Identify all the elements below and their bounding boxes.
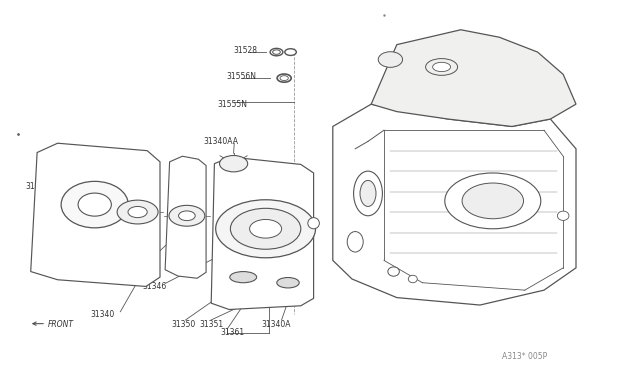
Ellipse shape (557, 211, 569, 220)
Ellipse shape (426, 58, 458, 75)
Circle shape (462, 183, 524, 219)
Ellipse shape (360, 180, 376, 206)
Ellipse shape (433, 62, 451, 71)
Ellipse shape (277, 278, 300, 288)
Ellipse shape (348, 231, 364, 252)
Text: 31350: 31350 (172, 320, 196, 329)
Ellipse shape (230, 272, 257, 283)
Text: 31347: 31347 (122, 254, 146, 263)
Polygon shape (31, 143, 160, 286)
Text: 31351: 31351 (200, 320, 224, 329)
Text: FRONT: FRONT (48, 320, 74, 329)
Text: 31555N: 31555N (218, 100, 248, 109)
Ellipse shape (408, 275, 417, 283)
Ellipse shape (280, 76, 289, 80)
Ellipse shape (277, 74, 291, 82)
Circle shape (128, 206, 147, 218)
Circle shape (220, 155, 248, 172)
Text: 31361: 31361 (221, 328, 245, 337)
Circle shape (169, 205, 205, 226)
Text: 31344: 31344 (88, 182, 113, 190)
Ellipse shape (378, 52, 403, 67)
Circle shape (117, 200, 158, 224)
Ellipse shape (388, 267, 399, 276)
Text: 31362M: 31362M (26, 182, 56, 190)
Ellipse shape (270, 48, 283, 56)
Polygon shape (165, 156, 206, 278)
Text: 31340A: 31340A (261, 320, 291, 329)
Ellipse shape (273, 50, 280, 54)
Circle shape (445, 173, 541, 229)
Ellipse shape (308, 218, 319, 229)
Circle shape (179, 211, 195, 221)
Text: 31556N: 31556N (226, 72, 256, 81)
Text: A313* 005P: A313* 005P (502, 352, 548, 361)
Text: 31341: 31341 (64, 224, 88, 233)
Circle shape (216, 200, 316, 258)
Text: 31340AA: 31340AA (204, 137, 239, 146)
Ellipse shape (61, 182, 128, 228)
Polygon shape (333, 104, 576, 305)
Ellipse shape (354, 171, 383, 216)
Text: 31528: 31528 (234, 46, 258, 55)
Text: 31340: 31340 (91, 310, 115, 319)
Circle shape (230, 208, 301, 249)
Polygon shape (371, 30, 576, 126)
Ellipse shape (285, 49, 296, 55)
Polygon shape (211, 157, 314, 310)
Ellipse shape (78, 193, 111, 216)
Circle shape (250, 219, 282, 238)
Text: 31346: 31346 (142, 282, 166, 291)
